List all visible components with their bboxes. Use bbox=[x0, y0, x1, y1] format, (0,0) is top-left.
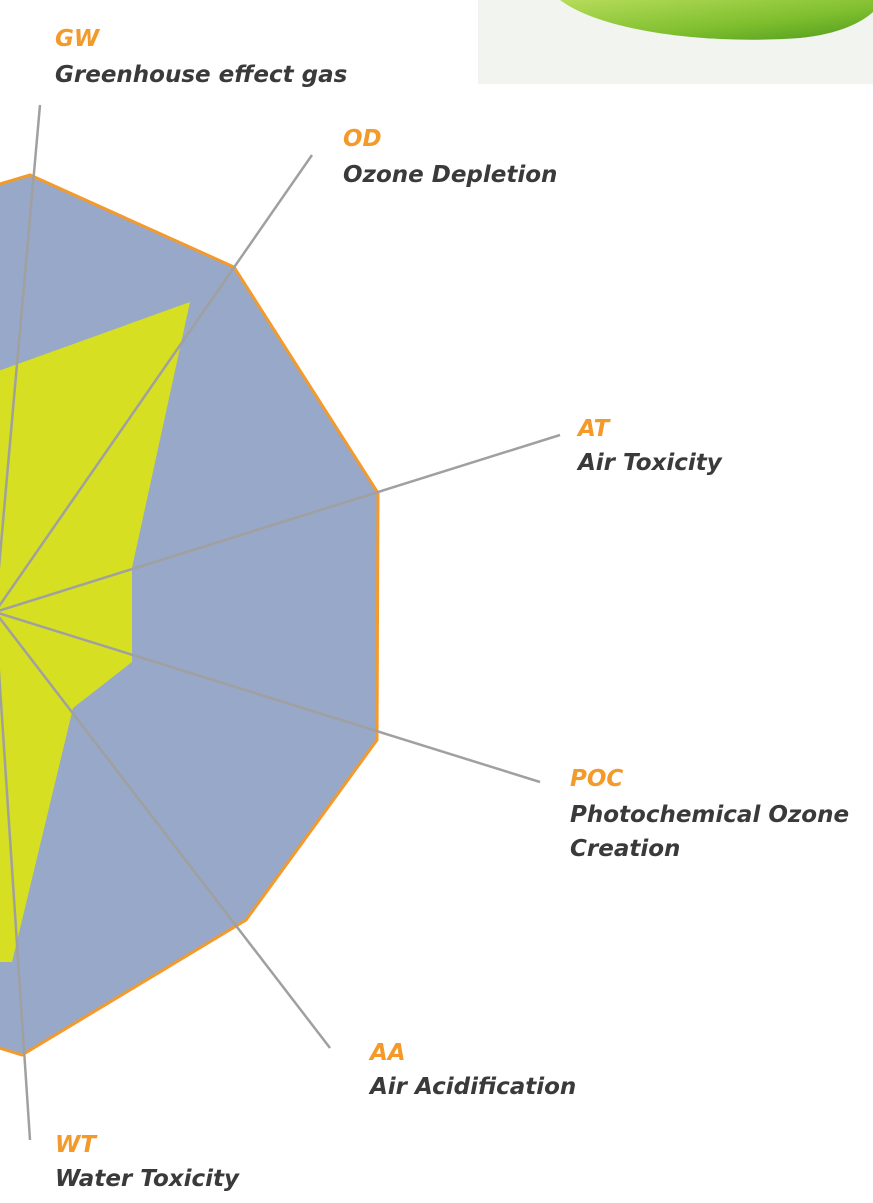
axis-name: Greenhouse effect gas bbox=[55, 62, 347, 88]
axis-name: Air Toxicity bbox=[576, 450, 723, 476]
axis-abbr: AA bbox=[368, 1040, 406, 1066]
axis-name: Ozone Depletion bbox=[343, 162, 557, 188]
axis-abbr: POC bbox=[570, 766, 623, 792]
axis-name: Creation bbox=[570, 836, 680, 862]
axis-name: Water Toxicity bbox=[55, 1166, 240, 1192]
radar-diagram: GW Greenhouse effect gas OD Ozone Deplet… bbox=[0, 0, 873, 1203]
axis-abbr: GW bbox=[55, 26, 101, 52]
axis-name: Air Acidification bbox=[368, 1074, 576, 1100]
axis-name: Photochemical Ozone bbox=[570, 802, 849, 828]
page: {"axes": [ {"abbr": "GW", "name_lines": … bbox=[0, 0, 873, 1203]
axis-abbr: WT bbox=[55, 1132, 98, 1158]
axis-abbr: AT bbox=[576, 416, 612, 442]
axis-abbr: OD bbox=[343, 126, 382, 152]
